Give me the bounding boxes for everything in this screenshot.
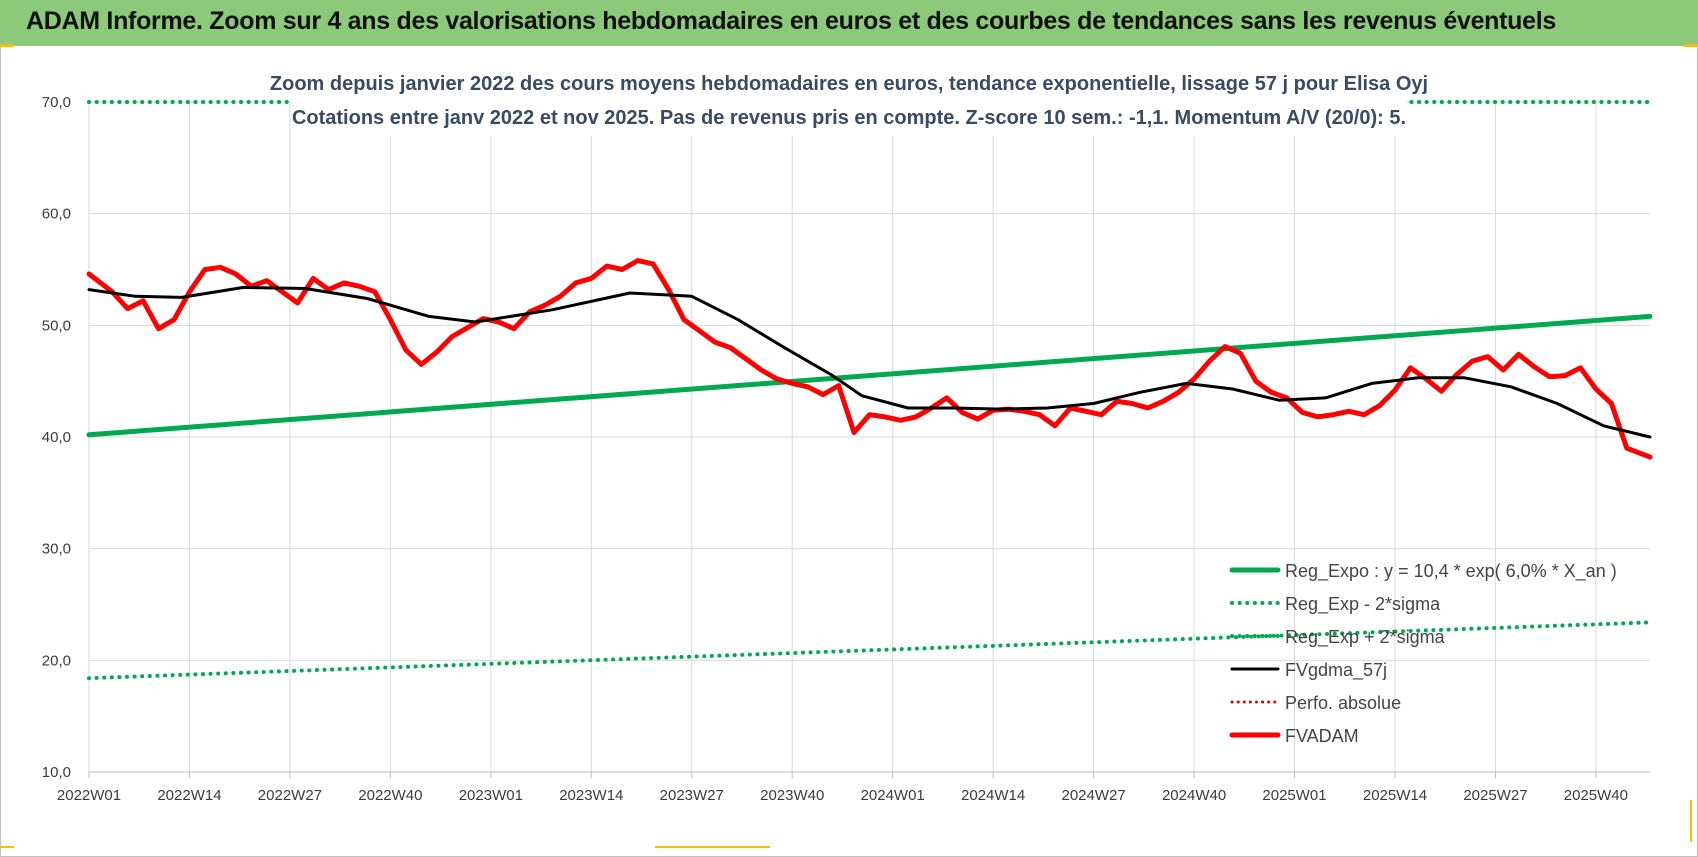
y-tick-label: 70,0 [42, 94, 71, 111]
y-tick-label: 10,0 [42, 764, 71, 781]
y-tick-label: 50,0 [42, 317, 71, 334]
corner-mark-left [0, 44, 14, 47]
x-tick-label: 2023W01 [459, 787, 523, 804]
x-tick-label: 2024W01 [861, 787, 925, 804]
x-tick-label: 2025W40 [1564, 787, 1628, 804]
y-tick-label: 20,0 [42, 652, 71, 669]
x-tick-label: 2023W14 [559, 787, 623, 804]
corner-mark-bottom-left [0, 846, 14, 848]
legend-reg-exp-plus-label: Reg_Exp + 2*sigma [1285, 627, 1446, 648]
x-tick-label: 2024W27 [1061, 787, 1125, 804]
x-tick-label: 2022W27 [258, 787, 322, 804]
series-fvadam-line [86, 258, 1653, 460]
x-tick-label: 2022W01 [57, 787, 121, 804]
x-tick-label: 2024W14 [961, 787, 1025, 804]
y-tick-label: 40,0 [42, 429, 71, 446]
chart-subtitle-line-1: Zoom depuis janvier 2022 des cours moyen… [270, 73, 1428, 95]
x-tick-label: 2025W27 [1463, 787, 1527, 804]
x-tick-label: 2023W27 [660, 787, 724, 804]
x-tick-label: 2022W40 [358, 787, 422, 804]
series-reg-exp-minus-2sigma-line [87, 620, 1652, 681]
legend-reg-expo-label: Reg_Expo : y = 10,4 * exp( 6,0% * X_an ) [1285, 561, 1617, 582]
series-reg-expo-line [86, 313, 1653, 438]
x-tick-label: 2025W01 [1262, 787, 1326, 804]
legend-perfo-absolue-label: Perfo. absolue [1285, 693, 1401, 713]
x-tick-label: 2022W14 [157, 787, 221, 804]
series-fvgdma-line [87, 285, 1652, 439]
y-tick-label: 60,0 [42, 206, 71, 223]
header-title: ADAM Informe. Zoom sur 4 ans des valoris… [26, 7, 1556, 35]
chart-subtitle-line-2: Cotations entre janv 2022 et nov 2025. P… [292, 107, 1406, 129]
subtitle-backdrop [292, 66, 1406, 136]
legend: Reg_Expo : y = 10,4 * exp( 6,0% * X_an )… [1229, 561, 1617, 746]
series-layer [86, 66, 1653, 681]
corner-mark-bottom-right [1690, 800, 1692, 842]
grid [88, 101, 1650, 773]
legend-fvadam-label: FVADAM [1285, 726, 1359, 746]
corner-mark-right [1684, 44, 1698, 47]
legend-reg-exp-minus-label: Reg_Exp - 2*sigma [1285, 594, 1441, 615]
x-tick-label: 2023W40 [760, 787, 824, 804]
y-tick-label: 30,0 [42, 541, 71, 558]
header-bar: ADAM Informe. Zoom sur 4 ans des valoris… [0, 0, 1698, 46]
x-tick-label: 2025W14 [1363, 787, 1427, 804]
legend-fvgdma-label: FVgdma_57j [1285, 660, 1387, 681]
x-tick-label: 2024W40 [1162, 787, 1226, 804]
axes: 10,0 20,0 30,0 40,0 50,0 60,0 70,0 2022W01 2022W… [42, 94, 1650, 804]
corner-mark-bottom-center [655, 846, 770, 848]
